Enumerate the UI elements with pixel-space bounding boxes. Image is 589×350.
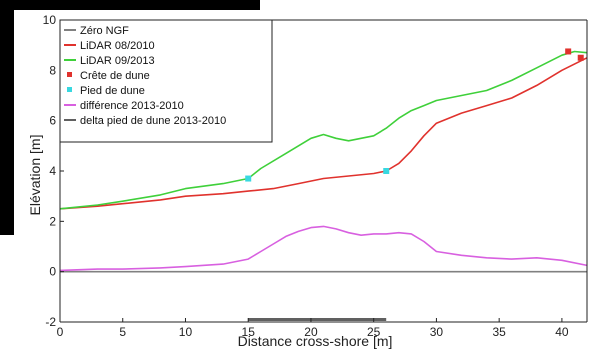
y-tick-label: 2 <box>49 214 56 228</box>
plot-area <box>59 48 588 321</box>
corner-block-side <box>0 0 14 235</box>
corner-block <box>0 0 260 10</box>
legend-box <box>59 19 273 143</box>
legend: Zéro NGF LiDAR 08/2010 LiDAR 09/2013 Crête … <box>59 19 273 143</box>
x-tick-label: 0 <box>57 325 64 339</box>
legend-label-difference-2013-2010: différence 2013-2010 <box>80 100 184 112</box>
crete-de-dune-marker <box>577 54 584 61</box>
x-tick-label: 15 <box>242 325 256 339</box>
x-tick-label: 20 <box>304 325 318 339</box>
legend-label-lidar-08-2010: LiDAR 08/2010 <box>80 40 155 52</box>
y-axis-label: Elévation [m] <box>27 135 43 216</box>
crete-de-dune-marker <box>565 48 572 55</box>
legend-swatch-crete-de-dune <box>67 72 72 77</box>
x-tick-label: 40 <box>555 325 569 339</box>
legend-label-delta-pied-de-dune-2013-2010: delta pied de dune 2013-2010 <box>80 115 226 127</box>
legend-label-zero-ngf: Zéro NGF <box>80 25 129 37</box>
legend-label-crete-de-dune: Crête de dune <box>80 70 150 82</box>
x-tick-label: 10 <box>179 325 193 339</box>
legend-label-lidar-09-2013: LiDAR 09/2013 <box>80 55 155 67</box>
y-tick-label: 10 <box>43 13 57 27</box>
difference-2013-2010-line <box>59 225 588 272</box>
pied-de-dune-marker <box>245 175 252 182</box>
lidar-08-2010-line <box>59 57 588 210</box>
x-tick-label: 5 <box>119 325 126 339</box>
y-tick-label: 8 <box>49 63 56 77</box>
y-tick-label: 0 <box>49 265 56 279</box>
legend-label-pied-de-dune: Pied de dune <box>80 85 145 97</box>
x-axis-label: Distance cross-shore [m] <box>238 333 393 349</box>
x-tick-label: 30 <box>430 325 444 339</box>
y-tick-label: -2 <box>45 315 56 329</box>
legend-swatch-pied-de-dune <box>67 87 72 92</box>
y-tick-label: 6 <box>49 114 56 128</box>
lidar-09-2013-line <box>59 50 588 210</box>
x-tick-label: 35 <box>492 325 506 339</box>
y-tick-label: 4 <box>49 164 56 178</box>
x-tick-label: 25 <box>367 325 381 339</box>
pied-de-dune-marker <box>383 168 390 174</box>
